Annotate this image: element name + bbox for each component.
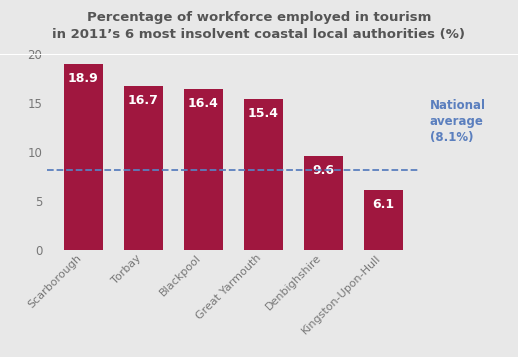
Text: Percentage of workforce employed in tourism
in 2011’s 6 most insolvent coastal l: Percentage of workforce employed in tour… [52,11,466,41]
Text: 18.9: 18.9 [68,72,98,85]
Bar [364,190,402,250]
Text: National
average
(8.1%): National average (8.1%) [430,99,486,144]
Text: 6.1: 6.1 [372,198,394,211]
Text: 16.4: 16.4 [188,97,219,110]
Bar [304,156,342,250]
Text: 15.4: 15.4 [248,106,279,120]
Bar [243,99,283,250]
Bar [124,86,163,250]
Bar [64,64,103,250]
Text: 16.7: 16.7 [127,94,159,107]
Bar [183,89,223,250]
Text: 9.6: 9.6 [312,164,334,176]
